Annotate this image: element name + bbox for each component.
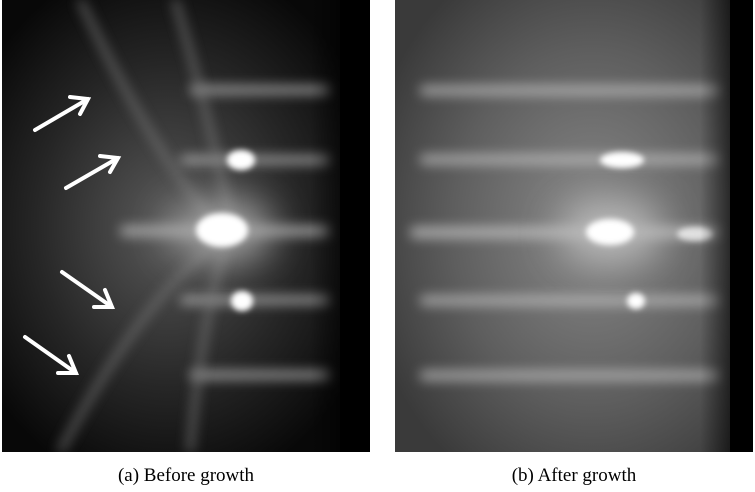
panel-b-image: [395, 0, 753, 452]
caption: (b) After growth: [512, 465, 637, 486]
panel-a-image: [2, 0, 370, 452]
caption: (a) Before growth: [118, 465, 255, 486]
arrows: [23, 95, 122, 375]
